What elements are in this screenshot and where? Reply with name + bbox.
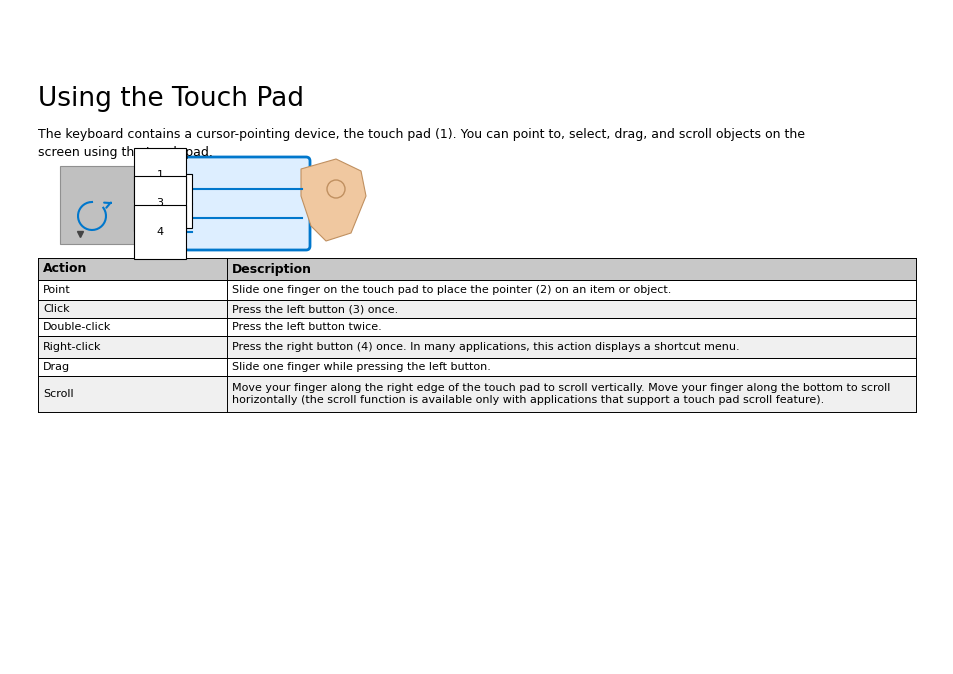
Bar xyxy=(38,376,915,412)
Text: Double-click: Double-click xyxy=(43,322,112,332)
Bar xyxy=(38,258,915,280)
Text: Press the left button twice.: Press the left button twice. xyxy=(232,322,381,332)
Text: 1: 1 xyxy=(156,170,163,180)
Text: Move your finger along the right edge of the touch pad to scroll vertically. Mov: Move your finger along the right edge of… xyxy=(232,383,889,405)
Text: The keyboard contains a cursor-pointing device, the touch pad (1). You can point: The keyboard contains a cursor-pointing … xyxy=(38,128,804,159)
Polygon shape xyxy=(301,159,366,241)
Text: Using Your VAIO Computer: Using Your VAIO Computer xyxy=(776,33,941,43)
Bar xyxy=(38,300,915,318)
Text: 3: 3 xyxy=(156,199,163,208)
Text: 28: 28 xyxy=(836,9,853,22)
Text: Slide one finger on the touch pad to place the pointer (2) on an item or object.: Slide one finger on the touch pad to pla… xyxy=(232,285,671,295)
Text: 4: 4 xyxy=(156,227,163,237)
Text: Slide one finger while pressing the left button.: Slide one finger while pressing the left… xyxy=(232,362,490,372)
Text: ◄: ◄ xyxy=(829,11,837,21)
Text: Press the right button (4) once. In many applications, this action displays a sh: Press the right button (4) once. In many… xyxy=(232,342,739,352)
Bar xyxy=(38,280,915,300)
Text: Click: Click xyxy=(43,304,70,314)
Text: VAIO: VAIO xyxy=(12,15,75,39)
Text: Using the Touch Pad: Using the Touch Pad xyxy=(38,86,304,112)
Bar xyxy=(38,318,915,336)
Text: Point: Point xyxy=(43,285,71,295)
Bar xyxy=(60,166,152,244)
FancyBboxPatch shape xyxy=(184,157,310,250)
Text: Right-click: Right-click xyxy=(43,342,101,352)
Text: Action: Action xyxy=(43,262,88,276)
Bar xyxy=(38,358,915,376)
Text: Press the left button (3) once.: Press the left button (3) once. xyxy=(232,304,397,314)
Text: 2: 2 xyxy=(162,196,170,206)
Bar xyxy=(38,336,915,358)
Text: ►: ► xyxy=(859,11,866,21)
Text: Drag: Drag xyxy=(43,362,71,372)
Text: Scroll: Scroll xyxy=(43,389,73,399)
Text: Description: Description xyxy=(232,262,312,276)
